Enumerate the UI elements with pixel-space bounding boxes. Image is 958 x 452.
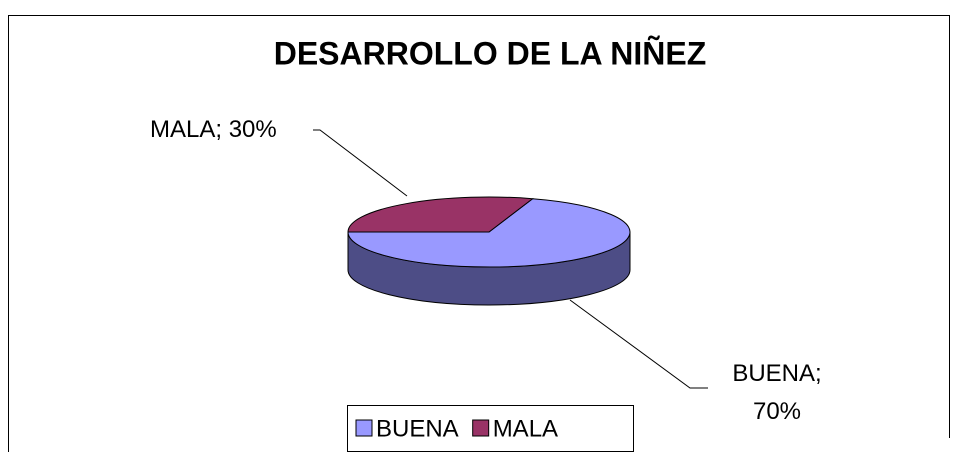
leader-line (313, 129, 408, 197)
chart-title: DESARROLLO DE LA NIÑEZ (274, 35, 707, 71)
legend-box (347, 405, 634, 452)
legend-label: MALA (493, 415, 558, 442)
data-label: MALA; 30% (150, 116, 277, 143)
legend-swatch (472, 419, 490, 437)
legend-swatch (355, 419, 373, 437)
data-label: BUENA; 70% (732, 360, 822, 425)
pie-slice (347, 196, 534, 233)
leader-line (569, 299, 708, 389)
legend-label: BUENA (376, 415, 459, 442)
pie-slice (347, 198, 631, 268)
chart-frame (8, 15, 950, 452)
